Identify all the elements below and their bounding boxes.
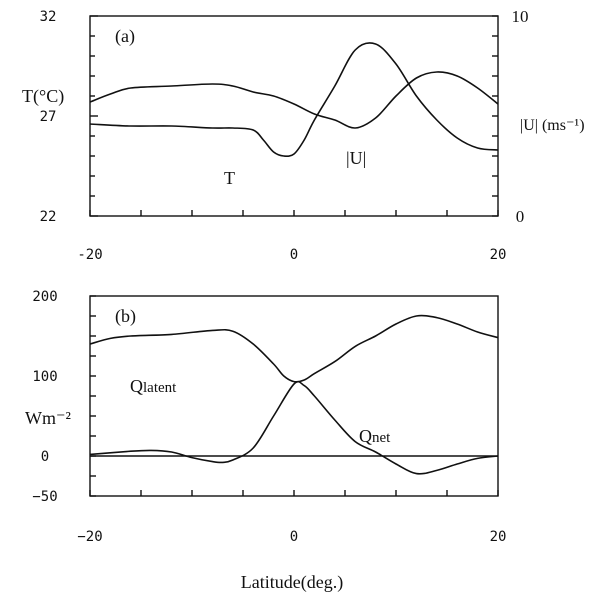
panel-b-ylabel: Wm⁻² <box>25 408 71 428</box>
x-tick-label: -20 <box>77 247 102 263</box>
panel-a-x-tick-labels: -20 0 20 <box>77 247 506 263</box>
y-tick-label: 200 <box>32 289 57 305</box>
x-axis-title: Latitude(deg.) <box>241 572 343 593</box>
panel-b-tick-marks <box>89 295 499 497</box>
series-line-T <box>89 42 499 158</box>
series-label-Qnet: Qnet <box>359 426 391 446</box>
panel-a-label: (a) <box>115 26 135 47</box>
panel-a-tick-marks <box>89 15 499 217</box>
series-line-U <box>89 71 499 129</box>
panel-b-label: (b) <box>115 306 136 327</box>
panel-b-x-tick-labels: −20 0 20 <box>77 529 506 545</box>
panel-a-ylabel-right: |U| (ms⁻¹) <box>520 117 585 134</box>
y-tick-label: −50 <box>32 489 57 505</box>
y-tick-label-left: 27 <box>40 109 57 125</box>
x-tick-label: 20 <box>490 529 507 545</box>
y-tick-label-right: 10 <box>512 7 529 26</box>
y-tick-label: 100 <box>32 369 57 385</box>
series-label-Qlatent: Qlatent <box>130 376 177 396</box>
series-line-Qnet <box>89 380 499 475</box>
x-tick-label: 20 <box>490 247 507 263</box>
x-tick-label: 0 <box>290 529 298 545</box>
panel-a-ylabel-left: T(°C) <box>22 86 64 107</box>
panel-a-left-tick-labels: 22 27 32 <box>40 9 57 225</box>
y-tick-label-right: 0 <box>516 207 525 226</box>
panel-a: (a) T(°C) |U| (ms⁻¹) 22 27 32 0 10 -20 0 20 T… <box>22 7 585 263</box>
series-label-Qnet-main: Q <box>359 426 372 446</box>
x-tick-label: −20 <box>77 529 102 545</box>
y-tick-label-left: 32 <box>40 9 57 25</box>
series-label-U: |U| <box>346 148 366 168</box>
panel-a-right-tick-labels: 0 10 <box>512 7 529 226</box>
panel-b-y-tick-labels: −50 0 100 200 <box>32 289 57 505</box>
series-label-Qlatent-main: Q <box>130 376 143 396</box>
y-tick-label: 0 <box>41 449 49 465</box>
x-tick-label: 0 <box>290 247 298 263</box>
series-label-Qlatent-sub: latent <box>143 380 177 396</box>
series-line-Qlatent <box>89 314 499 383</box>
panel-a-frame <box>89 15 499 217</box>
series-label-T: T <box>224 168 235 188</box>
series-label-Qnet-sub: net <box>372 430 391 446</box>
y-tick-label-left: 22 <box>40 209 57 225</box>
panel-b-frame <box>89 295 499 497</box>
